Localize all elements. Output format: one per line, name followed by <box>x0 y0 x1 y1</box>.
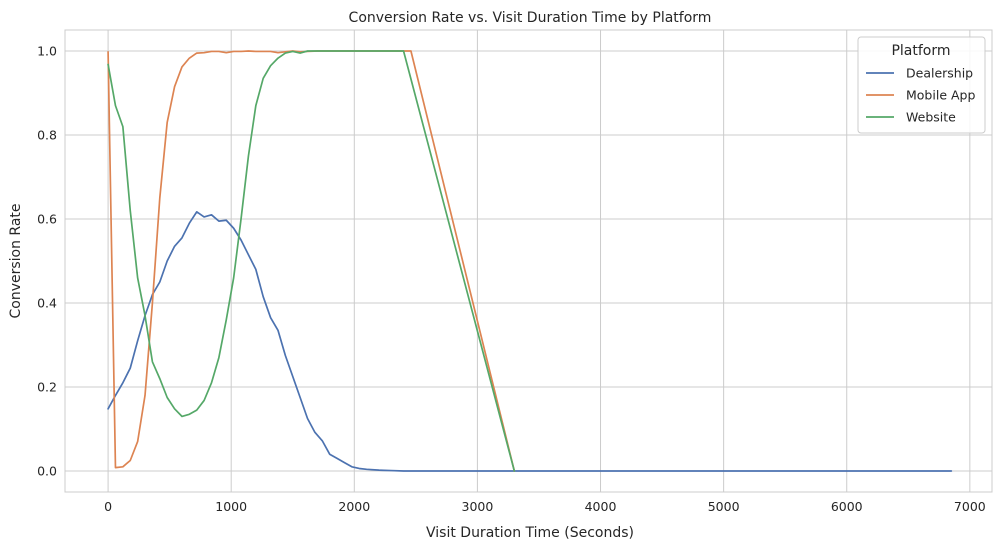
x-tick-label: 5000 <box>708 499 740 514</box>
x-tick-label: 7000 <box>954 499 986 514</box>
y-tick-label: 0.8 <box>37 128 57 143</box>
grid <box>65 30 992 492</box>
ticks: 0 1000 2000 3000 4000 5000 6000 7000 0.0 0.2 0.4 0.… <box>37 44 986 515</box>
y-tick-label: 0.0 <box>37 464 57 479</box>
y-tick-label: 0.2 <box>37 380 57 395</box>
chart-title: Conversion Rate vs. Visit Duration Time … <box>349 10 712 26</box>
x-tick-label: 0 <box>104 499 112 514</box>
x-tick-label: 4000 <box>585 499 617 514</box>
x-tick-label: 1000 <box>215 499 247 514</box>
y-axis-label: Conversion Rate <box>8 203 24 318</box>
x-tick-label: 6000 <box>831 499 863 514</box>
legend-label: Website <box>906 110 956 125</box>
series-layer <box>107 50 953 472</box>
y-tick-label: 0.4 <box>37 296 57 311</box>
x-tick-label: 2000 <box>338 499 370 514</box>
legend: Platform Dealership Mobile App Website <box>857 36 986 134</box>
series-line-website <box>107 50 516 472</box>
plot-area <box>64 29 993 493</box>
legend-frame <box>857 36 986 134</box>
legend-title: Platform <box>891 43 950 59</box>
y-tick-label: 0.6 <box>37 212 57 227</box>
x-tick-label: 3000 <box>462 499 494 514</box>
legend-label: Dealership <box>906 66 973 81</box>
series-line-dealership <box>107 211 953 472</box>
x-axis-label: Visit Duration Time (Seconds) <box>426 525 634 541</box>
legend-label: Mobile App <box>906 88 975 103</box>
y-tick-label: 1.0 <box>37 44 57 59</box>
